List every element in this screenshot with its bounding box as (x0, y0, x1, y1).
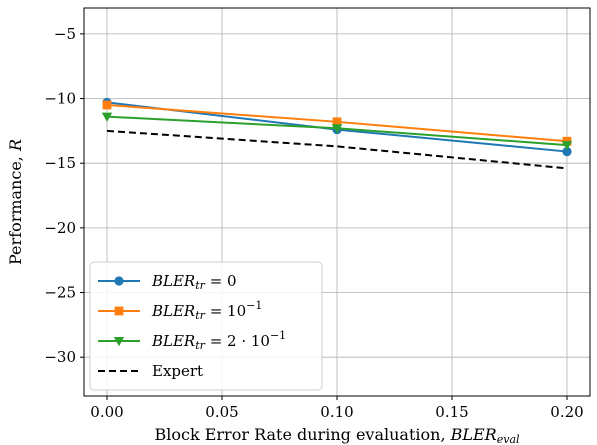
y-axis-title: Performance, R (6, 139, 25, 265)
legend-label: BLERtr = 10−1 (151, 299, 262, 322)
legend-label: Expert (152, 362, 203, 380)
x-axis-title: Block Error Rate during evaluation, BLER… (154, 425, 520, 445)
y-tick-label: −10 (44, 90, 76, 108)
legend-label: BLERtr = 2 · 10−1 (151, 329, 286, 352)
triangle-marker (331, 124, 343, 134)
series-layer (101, 97, 573, 170)
y-tick-label: −25 (44, 284, 76, 302)
axis-ticks: 0.00 0.05 0.10 0.15 0.20 −30 −25 −20 −15 −10 −5 (44, 25, 583, 421)
legend: BLERtr = 0 BLERtr = 10−1 BLERtr = 2 · 10−1… (89, 261, 323, 391)
square-marker (102, 100, 112, 110)
x-tick-label: 0.10 (320, 403, 353, 421)
circle-marker (114, 276, 124, 286)
triangle-marker (101, 112, 113, 122)
legend-box (89, 261, 323, 391)
square-marker (332, 117, 342, 127)
circle-marker (562, 146, 572, 157)
x-tick-label: 0.00 (90, 403, 123, 421)
legend-label: BLERtr = 0 (151, 272, 237, 292)
series-bler-tr (101, 112, 573, 151)
triangle-marker (561, 141, 573, 151)
square-marker (114, 306, 124, 316)
x-tick-label: 0.05 (205, 403, 238, 421)
triangle-marker (113, 337, 125, 347)
y-tick-label: −5 (54, 25, 76, 43)
y-tick-label: −15 (44, 154, 76, 172)
x-tick-label: 0.15 (435, 403, 468, 421)
x-tick-label: 0.20 (550, 403, 583, 421)
y-tick-label: −20 (44, 219, 76, 237)
y-tick-label: −30 (44, 348, 76, 366)
